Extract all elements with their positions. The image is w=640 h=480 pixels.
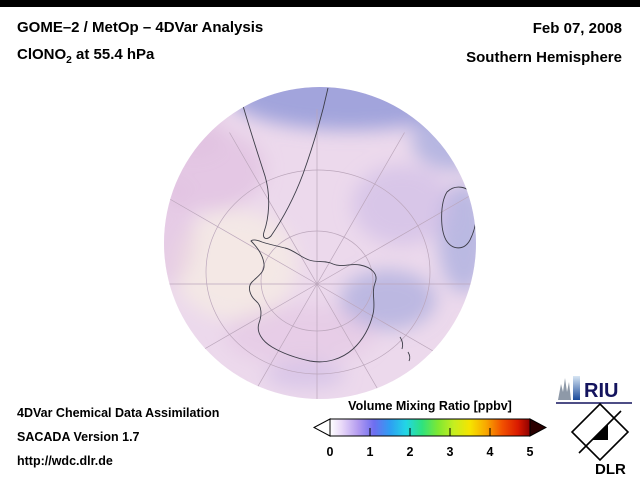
tick-label-3: 3 xyxy=(447,445,454,459)
tick-label-2: 2 xyxy=(407,445,414,459)
top-bar xyxy=(0,0,640,7)
tick-label-5: 5 xyxy=(527,445,534,459)
colorbar-tick-labels: 0 1 2 3 4 5 xyxy=(327,445,534,459)
field-blob xyxy=(230,87,470,130)
antarctica-coastline xyxy=(249,239,377,363)
field-blob xyxy=(165,105,225,155)
colorbar: 0 1 2 3 4 5 xyxy=(313,418,547,459)
riu-logo: RIU xyxy=(556,376,632,404)
tick-label-4: 4 xyxy=(487,445,494,459)
pressure-level: at 55.4 hPa xyxy=(71,46,155,63)
africa-coastline xyxy=(423,89,457,135)
header-left: GOME–2 / MetOp – 4DVar Analysis ClONO2 a… xyxy=(17,14,263,74)
colorbar-ticks xyxy=(369,428,491,436)
date-label: Feb 07, 2008 xyxy=(532,20,622,37)
south-america-coastline xyxy=(237,87,329,239)
colorbar-gradient-bar xyxy=(329,418,531,437)
field-blob xyxy=(340,270,436,330)
tick-label-1: 1 xyxy=(367,445,374,459)
page-title: GOME–2 / MetOp – 4DVar Analysis xyxy=(17,19,264,36)
field-blob xyxy=(412,110,476,170)
species-name: ClONO xyxy=(17,46,67,63)
version-label: SACADA Version 1.7 xyxy=(17,430,140,444)
graticule xyxy=(164,109,476,399)
url-label: http://wdc.dlr.de xyxy=(17,454,113,468)
riu-logo-text: RIU xyxy=(584,380,618,402)
dlr-arrow-fill-icon xyxy=(592,424,608,440)
riu-spire-icon xyxy=(558,378,571,400)
field-blob xyxy=(173,210,297,320)
dlr-rhombus-icon xyxy=(570,402,630,462)
subtitle-species: ClONO2 at 55.4 hPa xyxy=(17,41,263,74)
colorbar-title: Volume Mixing Ratio [ppbv] xyxy=(348,399,512,413)
dlr-logo-text: DLR xyxy=(595,461,626,478)
colorbar-under-arrow xyxy=(313,418,331,437)
header-right: Feb 07, 2008 Southern Hemisphere xyxy=(466,14,622,72)
tick-label-0: 0 xyxy=(327,445,334,459)
hemisphere-label: Southern Hemisphere xyxy=(466,49,622,66)
field-blob xyxy=(265,361,345,389)
madagascar-coastline xyxy=(462,115,467,133)
field-blob xyxy=(164,185,195,285)
dlr-logo: DLR xyxy=(570,402,630,478)
species-subscript: 2 xyxy=(66,55,72,66)
colorbar-over-arrow xyxy=(529,418,547,437)
riu-bar-icon xyxy=(573,376,580,400)
footer-credits: 4DVar Chemical Data Assimilation SACADA … xyxy=(17,401,219,473)
assimilation-label: 4DVar Chemical Data Assimilation xyxy=(17,406,220,420)
new-zealand-coastline xyxy=(399,336,411,362)
